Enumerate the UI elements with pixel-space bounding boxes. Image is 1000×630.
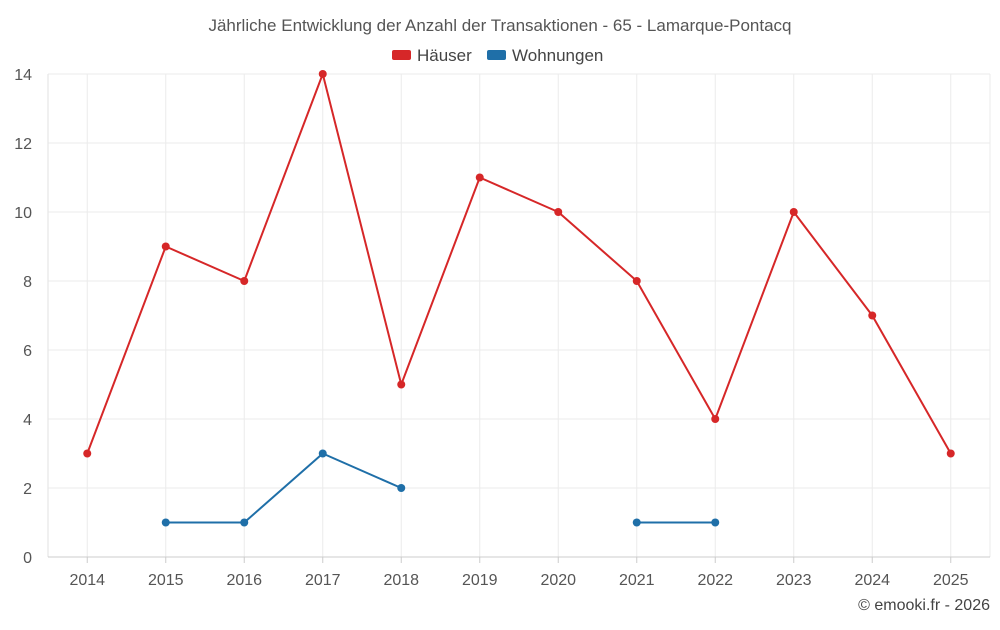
legend-label-haeuser: Häuser	[417, 46, 472, 65]
data-point-haeuser[interactable]	[475, 173, 484, 182]
x-tick-label: 2019	[462, 572, 498, 589]
data-point-wohnungen[interactable]	[318, 449, 327, 458]
data-point-wohnungen[interactable]	[711, 518, 720, 527]
series-haeuser	[83, 70, 955, 458]
data-point-wohnungen[interactable]	[397, 484, 406, 492]
legend-item-haeuser[interactable]: Häuser	[392, 46, 472, 65]
x-tick-label: 2016	[226, 572, 262, 589]
x-tick-label: 2022	[697, 572, 733, 589]
data-point-haeuser[interactable]	[868, 311, 877, 320]
y-tick-label: 12	[14, 136, 32, 153]
y-tick-label: 0	[23, 550, 32, 567]
data-point-wohnungen[interactable]	[161, 518, 170, 527]
data-point-haeuser[interactable]	[161, 242, 170, 251]
data-point-haeuser[interactable]	[789, 208, 798, 216]
x-tick-label: 2025	[933, 572, 969, 589]
chart-title: Jährliche Entwicklung der Anzahl der Tra…	[208, 16, 791, 35]
x-tick-label: 2018	[383, 572, 419, 589]
series-wohnungen	[161, 449, 720, 527]
data-point-haeuser[interactable]	[946, 449, 955, 458]
series-line-wohnungen	[165, 452, 402, 524]
data-point-haeuser[interactable]	[240, 277, 249, 285]
data-point-haeuser[interactable]	[711, 415, 720, 423]
data-point-haeuser[interactable]	[83, 449, 92, 458]
x-tick-label: 2020	[540, 572, 576, 589]
data-point-haeuser[interactable]	[397, 380, 406, 389]
data-point-haeuser[interactable]	[632, 277, 641, 285]
y-tick-label: 10	[14, 205, 32, 222]
footer-credit: © emooki.fr - 2026	[858, 597, 990, 614]
data-point-wohnungen[interactable]	[632, 518, 641, 527]
legend: Häuser Wohnungen	[392, 46, 603, 65]
axes: 0 2 4 6 8 10 12 14 2014 2015 2016 2017 2018 2019 2020 2…	[14, 67, 991, 589]
legend-swatch-wohnungen	[487, 50, 506, 60]
legend-item-wohnungen[interactable]: Wohnungen	[487, 46, 603, 65]
x-tick-label: 2014	[69, 572, 105, 589]
y-tick-label: 14	[14, 67, 32, 84]
x-tick-label: 2015	[148, 572, 184, 589]
y-tick-label: 4	[23, 412, 32, 429]
x-tick-label: 2021	[619, 572, 655, 589]
series-layer	[83, 70, 955, 527]
grid	[48, 73, 990, 557]
data-point-wohnungen[interactable]	[240, 518, 249, 527]
x-tick-label: 2017	[305, 572, 341, 589]
data-point-haeuser[interactable]	[554, 208, 563, 216]
x-tick-label: 2024	[854, 572, 890, 589]
legend-label-wohnungen: Wohnungen	[512, 46, 603, 65]
y-tick-label: 6	[23, 343, 32, 360]
series-line-haeuser	[86, 73, 952, 454]
legend-swatch-haeuser	[392, 50, 411, 60]
data-point-haeuser[interactable]	[318, 70, 327, 78]
x-tick-label: 2023	[776, 572, 812, 589]
y-tick-label: 2	[23, 481, 32, 498]
y-tick-label: 8	[23, 274, 32, 291]
